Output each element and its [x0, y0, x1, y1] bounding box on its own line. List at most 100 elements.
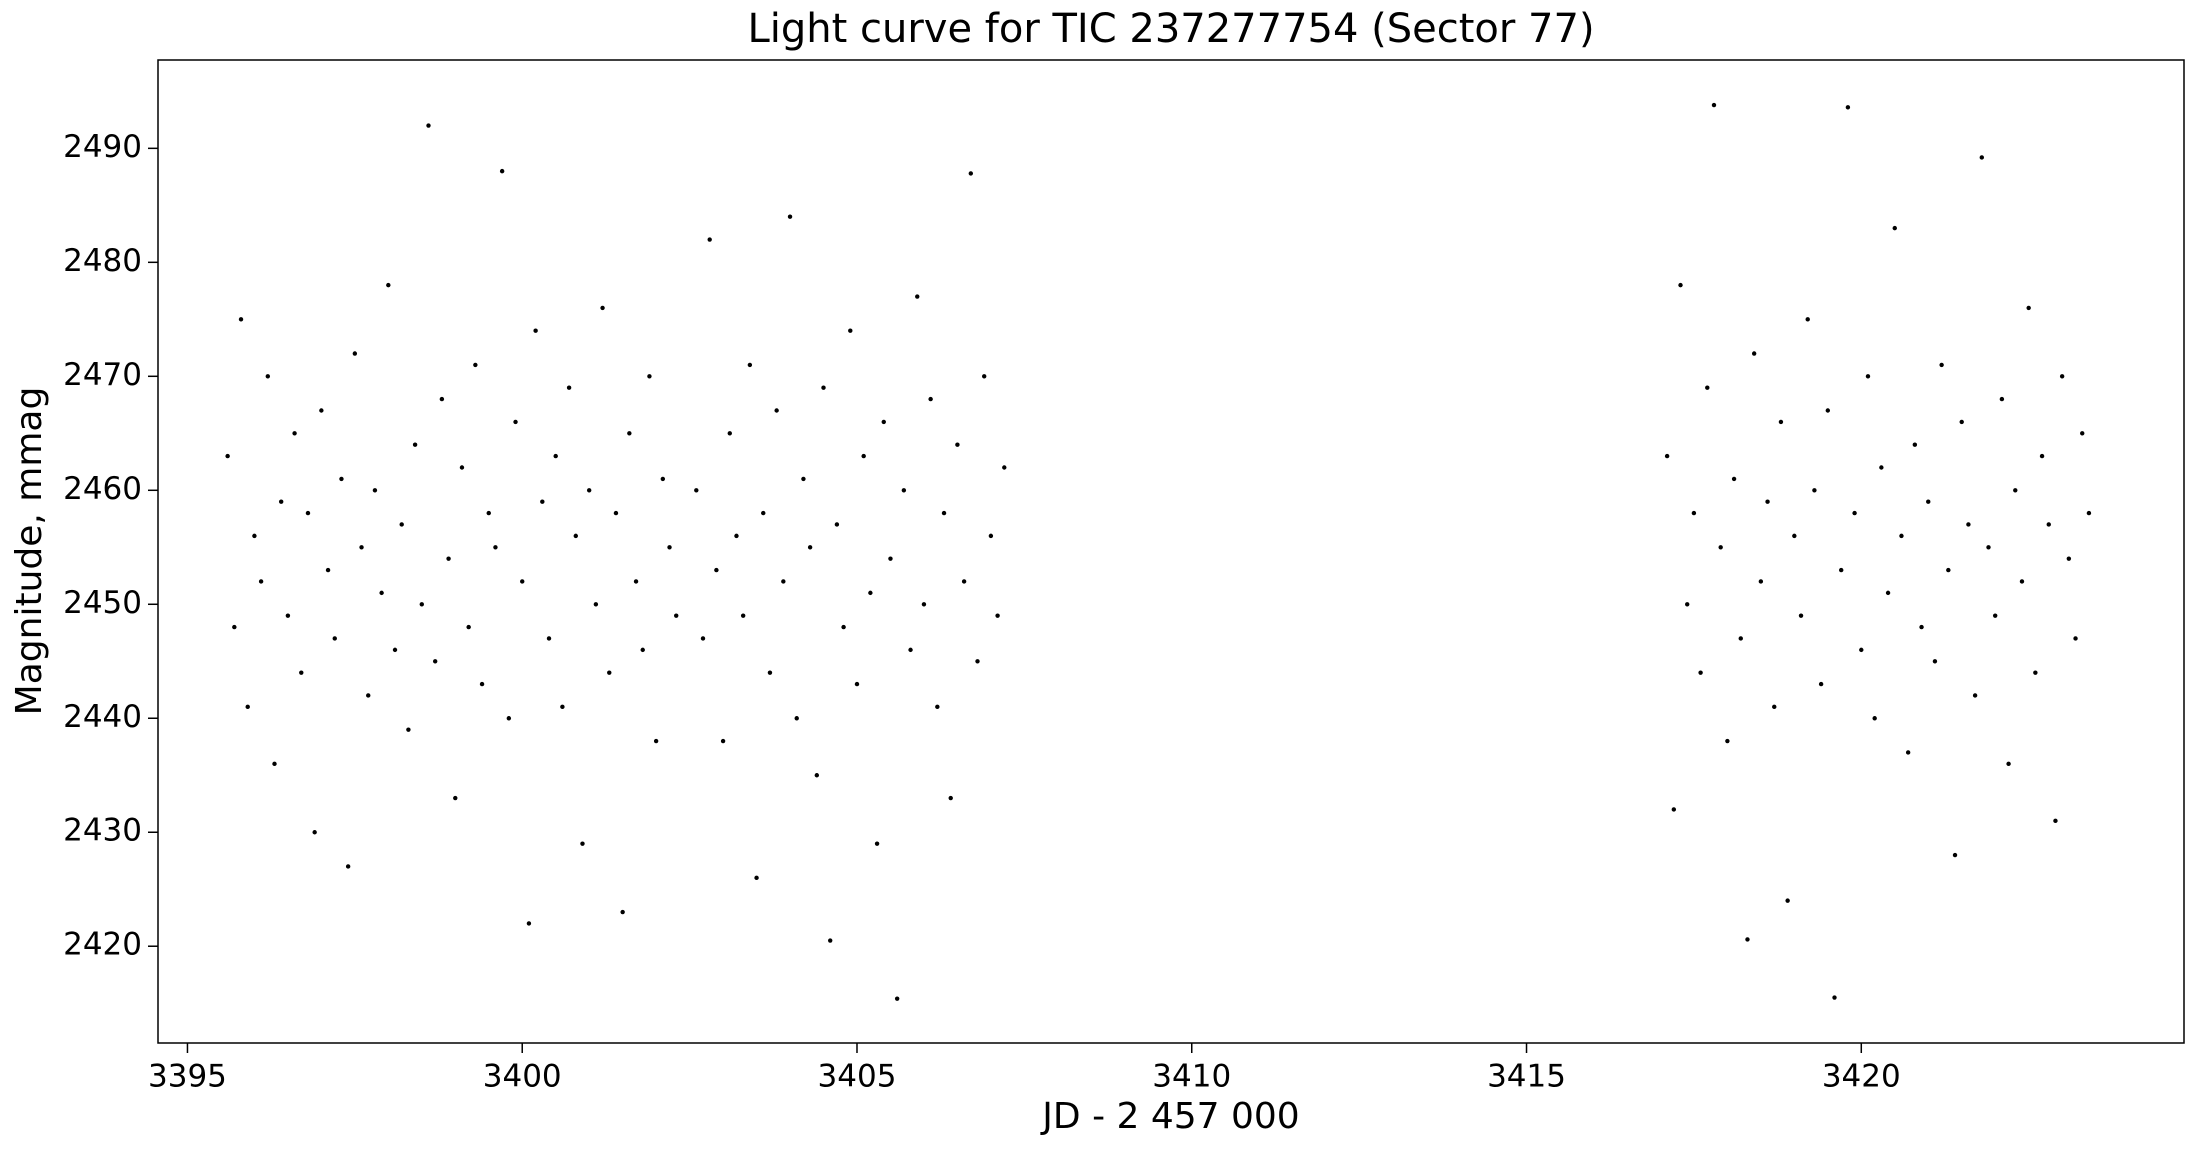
- data-point: [647, 374, 652, 379]
- data-point: [653, 738, 659, 744]
- data-point: [834, 522, 840, 527]
- data-point: [982, 374, 987, 379]
- data-point: [1725, 738, 1730, 744]
- data-point: [493, 545, 498, 550]
- data-point: [1892, 225, 1897, 231]
- data-point: [466, 624, 471, 630]
- data-point: [868, 590, 873, 596]
- data-point: [613, 510, 619, 516]
- data-point: [453, 795, 458, 801]
- data-point: [921, 602, 927, 607]
- data-point: [1852, 510, 1857, 516]
- data-point: [781, 579, 786, 584]
- data-point: [1664, 453, 1670, 459]
- data-point: [747, 362, 753, 368]
- data-point: [1785, 898, 1790, 903]
- y-tick-label: 2430: [63, 813, 142, 849]
- data-point: [1825, 408, 1831, 413]
- data-point: [1691, 510, 1697, 516]
- data-point: [1999, 396, 2005, 402]
- data-point: [1972, 693, 1978, 698]
- data-point: [975, 659, 980, 664]
- data-point: [473, 362, 478, 368]
- data-point: [1832, 995, 1837, 1000]
- data-point: [399, 522, 404, 527]
- data-point: [1926, 499, 1931, 504]
- data-point: [285, 613, 291, 618]
- data-point: [1992, 613, 1998, 618]
- data-point: [961, 579, 967, 584]
- data-point: [2053, 818, 2058, 824]
- data-point: [553, 453, 558, 459]
- data-point: [359, 545, 364, 550]
- data-point: [499, 168, 505, 174]
- x-tick-label: 3410: [1152, 1059, 1231, 1095]
- y-tick-label: 2480: [63, 243, 142, 279]
- data-point: [988, 533, 994, 539]
- data-point: [600, 305, 605, 311]
- data-point: [620, 909, 625, 915]
- data-point: [1698, 670, 1703, 675]
- data-point: [1839, 567, 1844, 573]
- data-point: [2026, 305, 2031, 311]
- data-point: [586, 488, 592, 493]
- y-tick-label: 2490: [63, 129, 142, 165]
- data-point: [1885, 590, 1891, 596]
- data-point: [915, 294, 920, 299]
- data-point: [446, 556, 451, 561]
- x-tick-label: 3420: [1822, 1059, 1901, 1095]
- data-point: [1002, 465, 1007, 470]
- data-point: [232, 624, 237, 630]
- data-point: [801, 476, 806, 482]
- data-point: [894, 996, 900, 1001]
- data-point: [238, 317, 244, 322]
- plot-frame: [157, 59, 2185, 1044]
- data-point: [546, 636, 552, 641]
- data-point: [332, 636, 337, 641]
- data-point: [854, 681, 860, 687]
- data-point: [379, 590, 384, 596]
- y-tick-label: 2460: [63, 471, 142, 507]
- data-point: [734, 533, 739, 539]
- data-point: [1718, 545, 1723, 550]
- data-point: [1818, 681, 1824, 687]
- data-point: [1932, 659, 1938, 664]
- data-point: [1685, 602, 1690, 607]
- data-point: [908, 647, 913, 653]
- data-point: [774, 408, 779, 413]
- data-point: [787, 214, 793, 219]
- data-point: [821, 385, 826, 390]
- data-point: [486, 510, 491, 516]
- y-tick-label: 2450: [63, 585, 142, 621]
- data-point: [2019, 579, 2025, 584]
- data-point: [2080, 431, 2085, 436]
- data-point: [2086, 510, 2092, 516]
- x-tick-label: 3405: [818, 1059, 897, 1095]
- data-point: [1805, 317, 1810, 322]
- data-point: [2046, 522, 2051, 527]
- data-point: [881, 419, 886, 425]
- data-point: [392, 647, 398, 653]
- data-point: [941, 510, 947, 516]
- data-point: [1919, 624, 1924, 630]
- data-point: [1705, 385, 1710, 390]
- x-tick-label: 3415: [1487, 1059, 1566, 1095]
- data-point: [1959, 419, 1964, 425]
- data-point: [1966, 522, 1971, 527]
- data-point: [754, 875, 759, 881]
- data-point: [1731, 476, 1737, 482]
- data-point: [761, 510, 766, 516]
- data-point: [1678, 282, 1683, 288]
- data-point: [278, 499, 284, 504]
- data-point: [1986, 545, 1991, 550]
- x-axis-label: JD - 2 457 000: [1040, 1096, 1299, 1137]
- data-point: [372, 488, 378, 493]
- data-point: [439, 396, 445, 402]
- data-point: [520, 579, 525, 584]
- data-point: [807, 545, 813, 550]
- data-point: [366, 693, 371, 698]
- data-point: [1859, 647, 1864, 653]
- data-point: [767, 670, 773, 675]
- data-point: [1865, 374, 1871, 379]
